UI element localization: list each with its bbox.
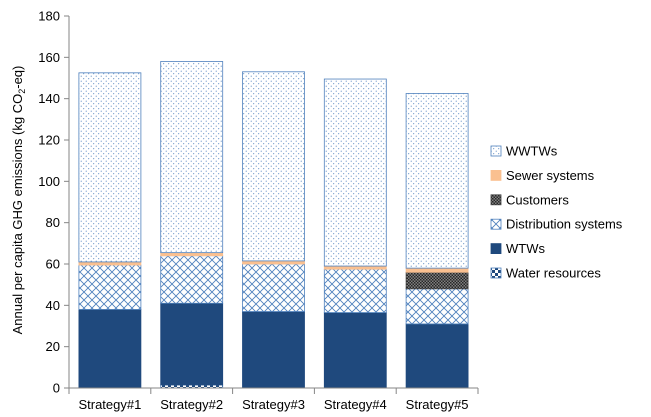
svg-text:Annual per capita GHG emission: Annual per capita GHG emissions (kg CO2-… (10, 66, 27, 335)
legend-label: Sewer systems (506, 168, 595, 183)
bar-strategy-1-wwtws (78, 72, 142, 263)
y-tick-label: 60 (46, 257, 60, 272)
legend-label: Customers (506, 192, 569, 207)
bar-strategy-3-sewer-systems (242, 260, 305, 265)
y-tick-label: 0 (53, 381, 60, 396)
bar-strategy-5-wwtws (405, 93, 469, 269)
y-axis-title: Annual per capita GHG emissions (kg CO2-… (10, 66, 27, 335)
legend-swatch (490, 218, 502, 230)
bar-strategy-3-wwtws (242, 71, 305, 262)
bar-strategy-1-wtws (78, 309, 142, 389)
y-axis-title-main: Annual per capita GHG emissions (kg CO (10, 94, 25, 335)
bar-strategy-1-distribution-systems (78, 264, 142, 310)
legend-label: WWTWs (506, 144, 558, 159)
y-tick-label: 180 (38, 9, 60, 24)
y-tick-label: 140 (38, 91, 60, 106)
legend-item-wtws: WTWs (490, 241, 545, 256)
legend-item-customers: Customers (490, 192, 569, 207)
legend-label: WTWs (506, 241, 545, 256)
y-tick-label: 40 (46, 298, 60, 313)
legend: WWTWs Sewer systems Customers Distribution … (490, 144, 623, 281)
bar-strategy-5-customers (405, 271, 469, 290)
bar-strategy-4-sewer-systems (323, 265, 387, 270)
bar-strategy-4-distribution-systems (323, 268, 387, 313)
x-tick-label-strategy-1: Strategy#1 (78, 397, 141, 412)
bar-strategy-2-sewer-systems (160, 252, 224, 257)
bar-strategy-5-wtws (405, 323, 469, 389)
legend-label: Water resources (506, 266, 601, 281)
legend-swatch (490, 169, 502, 181)
bar-strategy-2-wwtws (160, 61, 224, 254)
x-tick-label-strategy-3: Strategy#3 (242, 397, 305, 412)
y-tick-label: 160 (38, 50, 60, 65)
y-axis-title-subscript: 2 (17, 89, 27, 94)
bar-strategy-4-wtws (323, 312, 387, 389)
x-axis: Strategy#1 Strategy#2 Strategy#3 Strategy#4… (68, 387, 479, 412)
y-tick-label: 100 (38, 174, 60, 189)
y-axis: 0 20 40 60 80 100 120 140 160 180 (38, 9, 70, 396)
y-tick-label: 120 (38, 133, 60, 148)
bar-strategy-2-distribution-systems (160, 255, 224, 304)
x-tick-label-strategy-4: Strategy#4 (324, 397, 387, 412)
bar-strategy-3-wtws (242, 311, 305, 389)
bar-strategy-4-wwtws (323, 78, 387, 267)
legend-swatch (490, 267, 502, 279)
bar-strategy-5-distribution-systems (405, 288, 469, 325)
x-tick-label-strategy-2: Strategy#2 (160, 397, 223, 412)
bar-strategy-1-sewer-systems (78, 261, 142, 266)
bar-strategy-3-distribution-systems (242, 263, 305, 312)
legend-swatch (490, 243, 502, 255)
bar-strategy-2-wtws (160, 302, 224, 386)
y-tick-label: 80 (46, 215, 60, 230)
legend-item-water-resources: Water resources (490, 266, 601, 281)
legend-swatch (490, 145, 502, 157)
y-tick-label: 20 (46, 339, 60, 354)
legend-swatch (490, 194, 502, 206)
y-axis-title-suffix: -eq) (10, 66, 25, 89)
bar-strategy-5-sewer-systems (405, 267, 469, 273)
legend-label: Distribution systems (506, 217, 623, 232)
bars (78, 61, 469, 389)
legend-item-sewer-systems: Sewer systems (490, 168, 595, 183)
legend-item-wwtws: WWTWs (490, 144, 558, 159)
legend-item-distribution-systems: Distribution systems (490, 217, 623, 232)
x-tick-label-strategy-5: Strategy#5 (406, 397, 469, 412)
